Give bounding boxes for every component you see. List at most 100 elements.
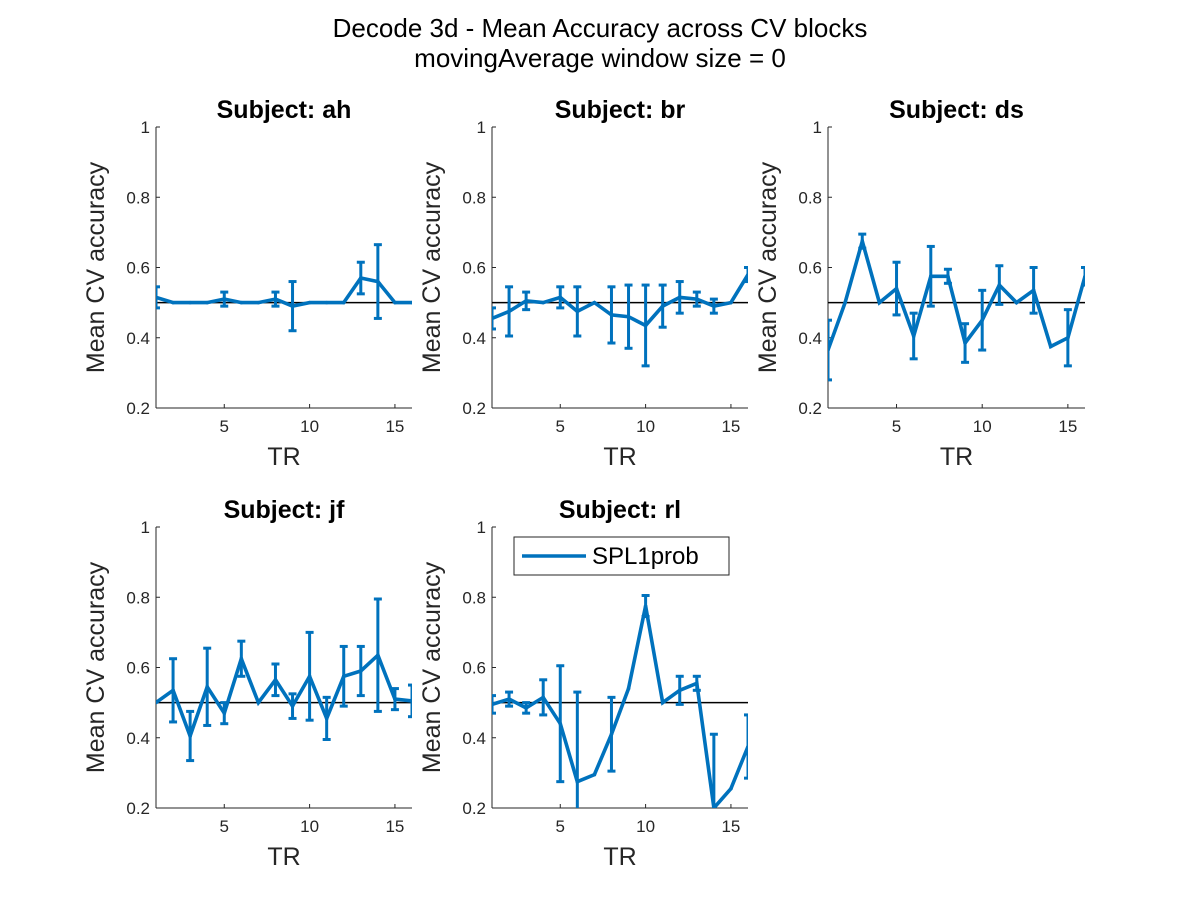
data-point bbox=[376, 653, 380, 658]
x-axis-label: TR bbox=[267, 843, 300, 871]
series-line bbox=[156, 275, 412, 308]
y-axis-label: Mean CV accuracy bbox=[418, 161, 446, 373]
data-point bbox=[695, 681, 699, 686]
data-point bbox=[660, 304, 665, 308]
data-point bbox=[592, 300, 597, 305]
series-group bbox=[828, 232, 1085, 382]
y-tick-label: 0.6 bbox=[126, 259, 150, 278]
x-tick-label: 10 bbox=[636, 417, 655, 436]
y-tick-label: 1 bbox=[141, 518, 150, 537]
x-tick-label: 15 bbox=[385, 417, 404, 436]
y-tick-label: 0.2 bbox=[126, 399, 150, 418]
y-tick-label: 0.4 bbox=[126, 729, 150, 748]
data-point bbox=[171, 688, 175, 693]
x-tick-label: 5 bbox=[556, 817, 565, 836]
data-point bbox=[273, 297, 278, 301]
y-axis-label: Mean CV accuracy bbox=[754, 161, 782, 373]
y-axis-label: Mean CV accuracy bbox=[418, 561, 446, 773]
data-point bbox=[156, 700, 158, 705]
y-tick-label: 0.8 bbox=[462, 188, 486, 207]
data-point bbox=[746, 272, 748, 277]
x-axis-label: TR bbox=[603, 843, 636, 871]
data-point bbox=[507, 309, 511, 314]
data-point bbox=[410, 699, 412, 703]
x-tick-label: 5 bbox=[220, 817, 229, 836]
data-point bbox=[492, 316, 494, 321]
data-point bbox=[205, 300, 209, 305]
data-point bbox=[575, 779, 580, 784]
y-tick-label: 0.4 bbox=[462, 729, 486, 748]
data-point bbox=[746, 744, 748, 749]
y-tick-label: 0.8 bbox=[126, 188, 150, 207]
data-point bbox=[524, 299, 528, 303]
data-point bbox=[393, 697, 397, 701]
series-group bbox=[492, 593, 748, 808]
data-point bbox=[609, 313, 614, 317]
data-point bbox=[359, 276, 363, 280]
data-point bbox=[1048, 344, 1053, 349]
data-point bbox=[677, 295, 682, 300]
figure-title-line1: Decode 3d - Mean Accuracy across CV bloc… bbox=[333, 13, 868, 43]
data-point bbox=[507, 697, 511, 701]
series-line bbox=[492, 605, 748, 808]
data-point bbox=[877, 300, 882, 305]
series-line bbox=[156, 652, 412, 742]
data-point bbox=[239, 656, 244, 661]
y-tick-label: 0.6 bbox=[462, 259, 486, 278]
data-point bbox=[592, 772, 597, 777]
data-point bbox=[341, 300, 346, 305]
data-point bbox=[980, 318, 984, 322]
x-tick-label: 10 bbox=[300, 817, 319, 836]
y-tick-label: 0.8 bbox=[798, 188, 822, 207]
data-point bbox=[290, 304, 295, 308]
data-point bbox=[860, 239, 865, 243]
data-point bbox=[376, 279, 380, 284]
data-point bbox=[929, 274, 933, 279]
series-group bbox=[492, 266, 748, 368]
data-point bbox=[524, 706, 528, 710]
series-line bbox=[828, 234, 1085, 351]
data-point bbox=[575, 309, 580, 314]
data-point bbox=[222, 711, 227, 715]
y-tick-label: 1 bbox=[477, 518, 486, 537]
y-tick-label: 1 bbox=[141, 118, 150, 137]
y-tick-label: 0.2 bbox=[462, 799, 486, 818]
data-point bbox=[188, 734, 192, 738]
series-group bbox=[156, 597, 412, 763]
data-point bbox=[911, 334, 916, 338]
subplot-title: Subject: ds bbox=[889, 96, 1024, 124]
x-tick-label: 10 bbox=[636, 817, 655, 836]
x-tick-label: 15 bbox=[721, 417, 740, 436]
y-tick-label: 0.4 bbox=[126, 329, 150, 348]
x-axis-label: TR bbox=[603, 443, 636, 471]
data-point bbox=[626, 686, 631, 691]
data-point bbox=[695, 297, 699, 301]
y-tick-label: 0.4 bbox=[798, 329, 822, 348]
data-point bbox=[541, 300, 545, 305]
data-point bbox=[609, 732, 614, 737]
data-point bbox=[393, 300, 397, 305]
data-point bbox=[1031, 288, 1036, 293]
x-tick-label: 5 bbox=[892, 417, 901, 436]
data-point bbox=[273, 677, 278, 682]
data-point bbox=[171, 300, 175, 305]
data-point bbox=[677, 688, 682, 693]
data-point bbox=[359, 669, 363, 673]
x-tick-label: 5 bbox=[556, 417, 565, 436]
data-point bbox=[643, 604, 648, 608]
y-axis-label: Mean CV accuracy bbox=[82, 561, 110, 773]
x-tick-label: 15 bbox=[1058, 417, 1077, 436]
data-point bbox=[410, 300, 412, 305]
legend: SPL1prob bbox=[513, 536, 730, 576]
subplot-title: Subject: rl bbox=[559, 496, 681, 524]
y-tick-label: 0.2 bbox=[126, 799, 150, 818]
x-tick-label: 15 bbox=[721, 817, 740, 836]
data-point bbox=[894, 286, 899, 291]
data-point bbox=[558, 721, 563, 726]
